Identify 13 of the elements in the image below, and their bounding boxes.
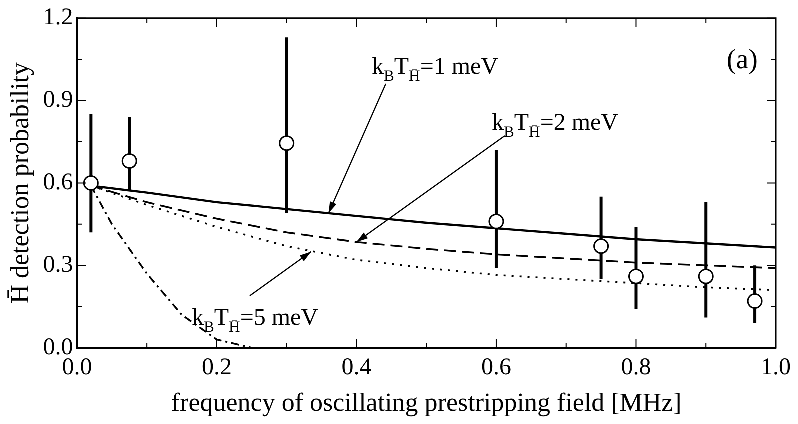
x-tick-label: 0.6 — [481, 354, 512, 381]
x-axis-title: frequency of oscillating prestripping field [MHz] — [171, 388, 682, 418]
annotation: (a) — [726, 44, 758, 76]
y-tick-label: 0.6 — [43, 169, 74, 196]
x-tick-label: 1.0 — [761, 354, 791, 381]
y-axis-title: H̄ detection probability — [5, 62, 34, 304]
x-tick-label: 0.4 — [342, 354, 372, 381]
y-tick-label: 1.2 — [43, 4, 74, 31]
x-tick-label: 0.0 — [62, 354, 92, 381]
y-tick-label: 0.9 — [43, 87, 74, 114]
x-tick-label: 0.2 — [202, 354, 232, 381]
x-tick-label: 0.8 — [621, 354, 652, 381]
y-tick-label: 0.3 — [43, 252, 74, 278]
